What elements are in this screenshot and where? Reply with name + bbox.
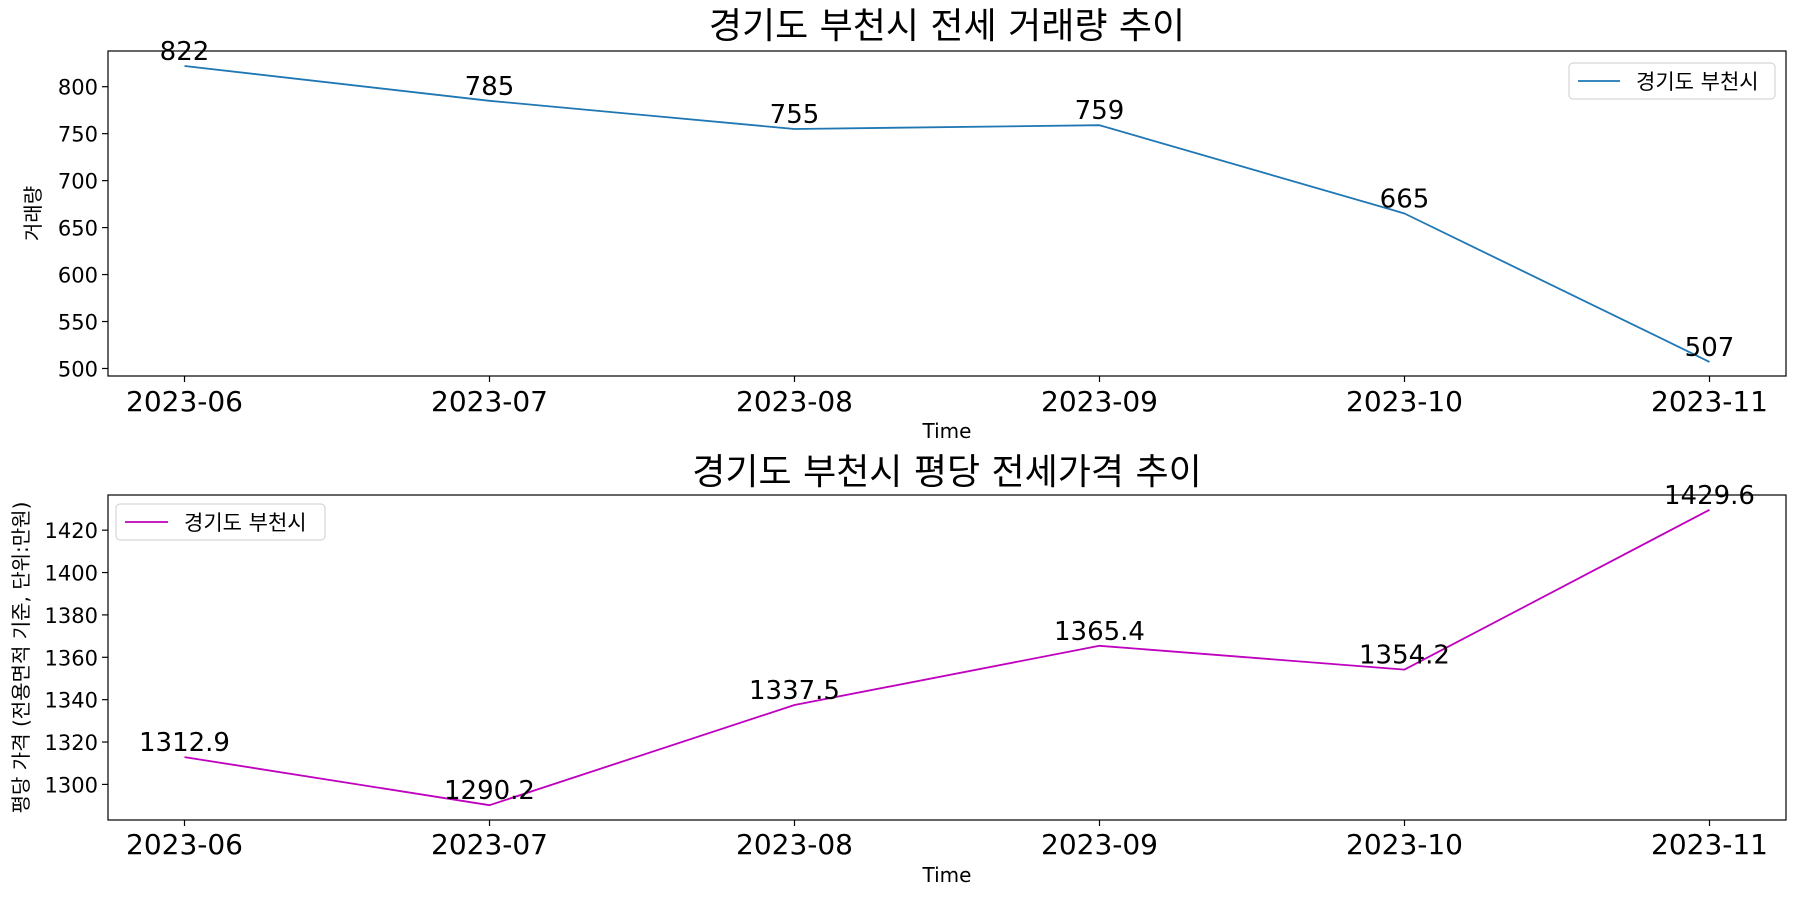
x-tick-label: 2023-11 (1651, 385, 1768, 418)
x-tick-label: 2023-07 (431, 385, 548, 418)
x-tick-label: 2023-07 (431, 828, 548, 861)
data-label: 665 (1380, 185, 1430, 215)
x-tick-label: 2023-08 (736, 828, 853, 861)
y-tick-label: 550 (58, 311, 98, 335)
legend-box (115, 503, 326, 541)
data-label: 1365.4 (1054, 617, 1145, 647)
x-tick-label: 2023-06 (126, 828, 243, 861)
chart-title: 경기도 부천시 평당 전세가격 추이 (692, 452, 1201, 493)
y-tick-label: 1360 (45, 646, 98, 670)
data-label: 1290.2 (444, 776, 535, 806)
x-tick-label: 2023-10 (1346, 385, 1463, 418)
data-label: 1312.9 (139, 728, 230, 758)
y-tick-label: 650 (58, 217, 98, 241)
plot-frame (107, 494, 1787, 821)
x-tick-label: 2023-10 (1346, 828, 1463, 861)
x-tick-label: 2023-09 (1041, 828, 1158, 861)
plot-frame (107, 50, 1787, 377)
x-tick-label: 2023-11 (1651, 828, 1768, 861)
y-tick-label: 750 (58, 123, 98, 147)
data-label: 822 (160, 37, 210, 67)
data-label: 1354.2 (1359, 641, 1450, 671)
y-tick-label: 1320 (45, 731, 98, 755)
data-label: 755 (770, 100, 820, 130)
data-label: 785 (465, 72, 515, 102)
data-label: 1429.6 (1664, 481, 1755, 511)
chart-title: 경기도 부천시 전세 거래량 추이 (709, 6, 1185, 47)
legend-box (1568, 62, 1776, 100)
legend-label: 경기도 부천시 (1636, 70, 1759, 94)
y-tick-label: 1340 (45, 689, 98, 713)
x-axis-title: Time (922, 419, 972, 443)
y-tick-label: 600 (58, 264, 98, 288)
data-label: 1337.5 (749, 676, 840, 706)
x-tick-label: 2023-09 (1041, 385, 1158, 418)
y-tick-label: 500 (58, 357, 98, 381)
data-label: 507 (1685, 333, 1735, 363)
series-line (184, 65, 1710, 363)
y-tick-label: 700 (58, 170, 98, 194)
series-line (184, 509, 1710, 807)
y-tick-label: 1420 (45, 519, 98, 543)
y-axis-title: 거래량 (21, 186, 45, 241)
y-tick-label: 1400 (45, 562, 98, 586)
y-tick-label: 1300 (45, 773, 98, 797)
y-axis-title: 평당 가격 (전용면적 기준, 단위:만원) (9, 502, 33, 814)
data-label: 759 (1075, 96, 1125, 126)
x-axis-title: Time (922, 863, 972, 887)
y-tick-label: 800 (58, 76, 98, 100)
x-tick-label: 2023-08 (736, 385, 853, 418)
x-tick-label: 2023-06 (126, 385, 243, 418)
legend-label: 경기도 부천시 (184, 511, 307, 535)
y-tick-label: 1380 (45, 604, 98, 628)
